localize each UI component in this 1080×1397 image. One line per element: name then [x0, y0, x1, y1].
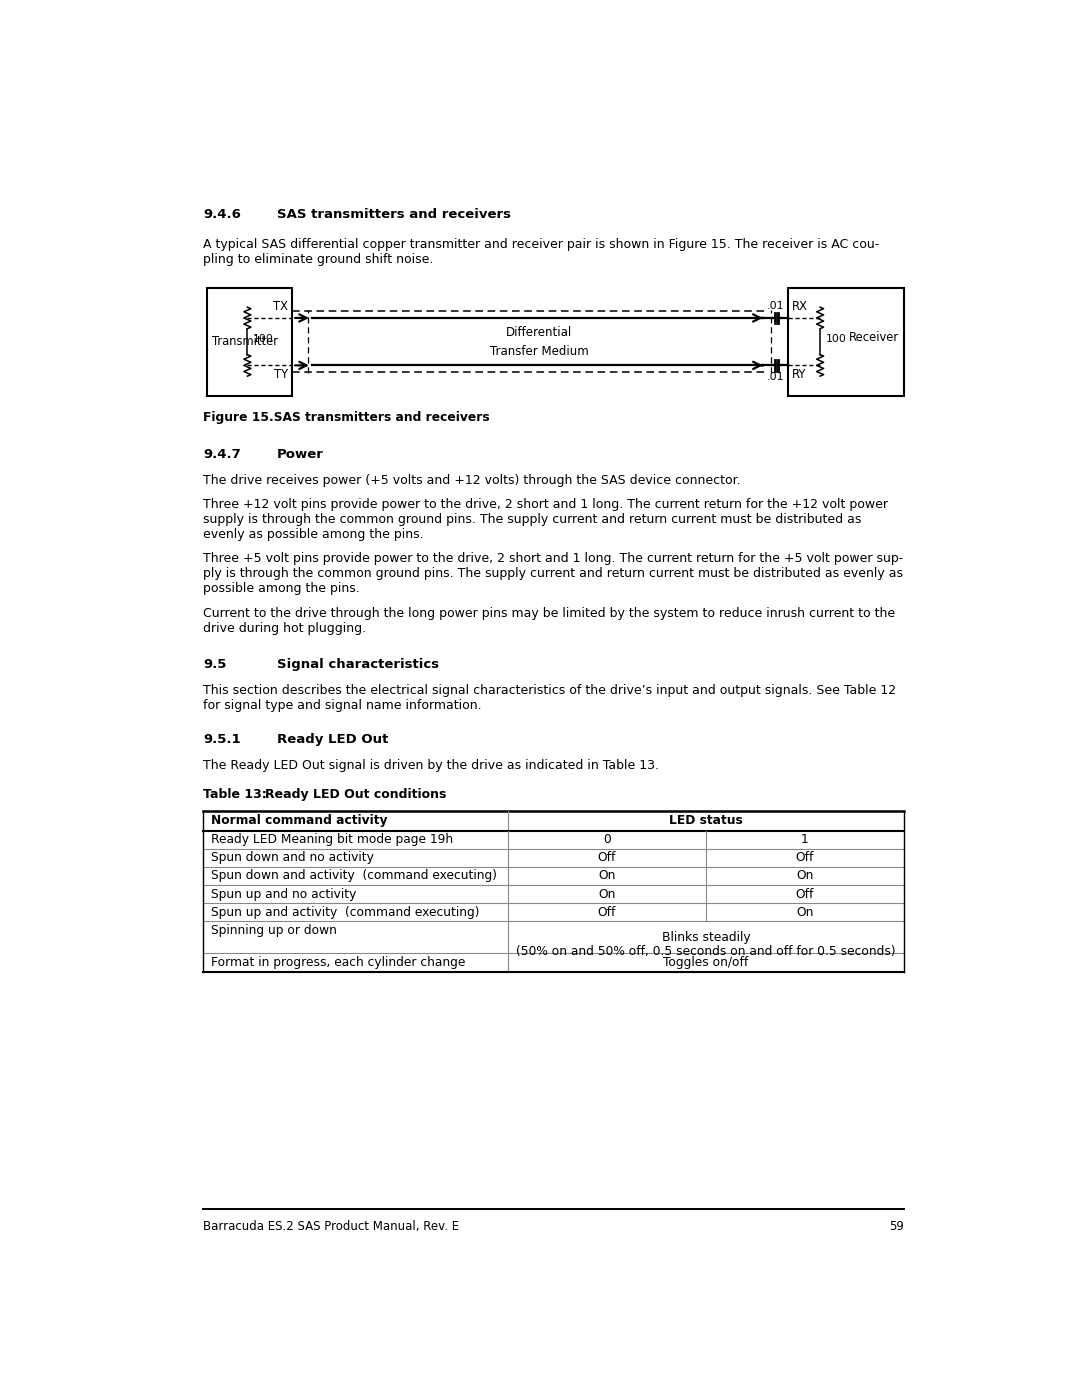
- Text: SAS transmitters and receivers: SAS transmitters and receivers: [261, 411, 490, 423]
- Text: Three +5 volt pins provide power to the drive, 2 short and 1 long. The current r: Three +5 volt pins provide power to the …: [203, 552, 904, 566]
- Text: On: On: [598, 887, 616, 901]
- Text: ply is through the common ground pins. The supply current and return current mus: ply is through the common ground pins. T…: [203, 567, 903, 580]
- Text: Off: Off: [597, 851, 616, 865]
- Text: .01: .01: [767, 300, 784, 312]
- Text: Spun up and activity  (command executing): Spun up and activity (command executing): [211, 905, 480, 919]
- Text: SAS transmitters and receivers: SAS transmitters and receivers: [276, 208, 511, 221]
- Text: Current to the drive through the long power pins may be limited by the system to: Current to the drive through the long po…: [203, 606, 895, 619]
- Text: RX: RX: [793, 300, 808, 313]
- Text: 100: 100: [825, 334, 847, 344]
- Text: Ready LED Out: Ready LED Out: [276, 733, 388, 746]
- Text: 59: 59: [889, 1220, 904, 1234]
- Text: Off: Off: [796, 887, 814, 901]
- Text: Figure 15.: Figure 15.: [203, 411, 274, 423]
- Text: Spinning up or down: Spinning up or down: [211, 923, 337, 937]
- Text: (50% on and 50% off, 0.5 seconds on and off for 0.5 seconds): (50% on and 50% off, 0.5 seconds on and …: [516, 944, 895, 958]
- Text: Ready LED Meaning bit mode page 19h: Ready LED Meaning bit mode page 19h: [211, 833, 454, 847]
- Text: 9.4.6: 9.4.6: [203, 208, 241, 221]
- Text: Transfer Medium: Transfer Medium: [490, 345, 589, 358]
- Text: Spun down and activity  (command executing): Spun down and activity (command executin…: [211, 869, 497, 883]
- Text: The drive receives power (+5 volts and +12 volts) through the SAS device connect: The drive receives power (+5 volts and +…: [203, 474, 741, 486]
- Text: Differential: Differential: [507, 326, 572, 338]
- Text: Format in progress, each cylinder change: Format in progress, each cylinder change: [211, 956, 465, 970]
- Text: Three +12 volt pins provide power to the drive, 2 short and 1 long. The current : Three +12 volt pins provide power to the…: [203, 497, 888, 511]
- Text: Transmitter: Transmitter: [212, 335, 278, 348]
- Bar: [787, 288, 904, 395]
- Text: pling to eliminate ground shift noise.: pling to eliminate ground shift noise.: [203, 253, 433, 267]
- Text: 9.5: 9.5: [203, 658, 227, 671]
- Text: possible among the pins.: possible among the pins.: [203, 583, 360, 595]
- Text: Signal characteristics: Signal characteristics: [276, 658, 438, 671]
- Text: Off: Off: [597, 905, 616, 919]
- Text: drive during hot plugging.: drive during hot plugging.: [203, 622, 366, 634]
- Text: The Ready LED Out signal is driven by the drive as indicated in Table 13.: The Ready LED Out signal is driven by th…: [203, 759, 659, 773]
- Text: A typical SAS differential copper transmitter and receiver pair is shown in Figu: A typical SAS differential copper transm…: [203, 239, 879, 251]
- Text: Off: Off: [796, 851, 814, 865]
- Text: Power: Power: [276, 447, 324, 461]
- Text: 1: 1: [801, 833, 809, 847]
- Bar: [207, 288, 293, 395]
- Text: Barracuda ES.2 SAS Product Manual, Rev. E: Barracuda ES.2 SAS Product Manual, Rev. …: [203, 1220, 459, 1234]
- Text: Toggles on/off: Toggles on/off: [663, 956, 748, 970]
- Text: Ready LED Out conditions: Ready LED Out conditions: [266, 788, 446, 800]
- Text: Blinks steadily: Blinks steadily: [662, 932, 751, 944]
- Text: Spun up and no activity: Spun up and no activity: [211, 887, 356, 901]
- Text: On: On: [796, 905, 813, 919]
- Text: 100: 100: [253, 334, 273, 344]
- Text: 9.5.1: 9.5.1: [203, 733, 241, 746]
- Text: Normal command activity: Normal command activity: [211, 813, 388, 827]
- Text: Spun down and no activity: Spun down and no activity: [211, 851, 374, 865]
- Text: 9.4.7: 9.4.7: [203, 447, 241, 461]
- Text: evenly as possible among the pins.: evenly as possible among the pins.: [203, 528, 423, 541]
- Text: .01: .01: [767, 373, 784, 383]
- Text: This section describes the electrical signal characteristics of the drive’s inpu: This section describes the electrical si…: [203, 685, 896, 697]
- Text: On: On: [598, 869, 616, 883]
- Text: On: On: [796, 869, 813, 883]
- Text: Table 13:: Table 13:: [203, 788, 267, 800]
- Text: 0: 0: [603, 833, 611, 847]
- Text: LED status: LED status: [669, 813, 743, 827]
- Text: for signal type and signal name information.: for signal type and signal name informat…: [203, 700, 482, 712]
- Text: Receiver: Receiver: [849, 331, 900, 344]
- Text: TX: TX: [272, 300, 287, 313]
- Text: TY: TY: [273, 369, 287, 381]
- Text: supply is through the common ground pins. The supply current and return current : supply is through the common ground pins…: [203, 513, 862, 527]
- Text: RY: RY: [793, 369, 807, 381]
